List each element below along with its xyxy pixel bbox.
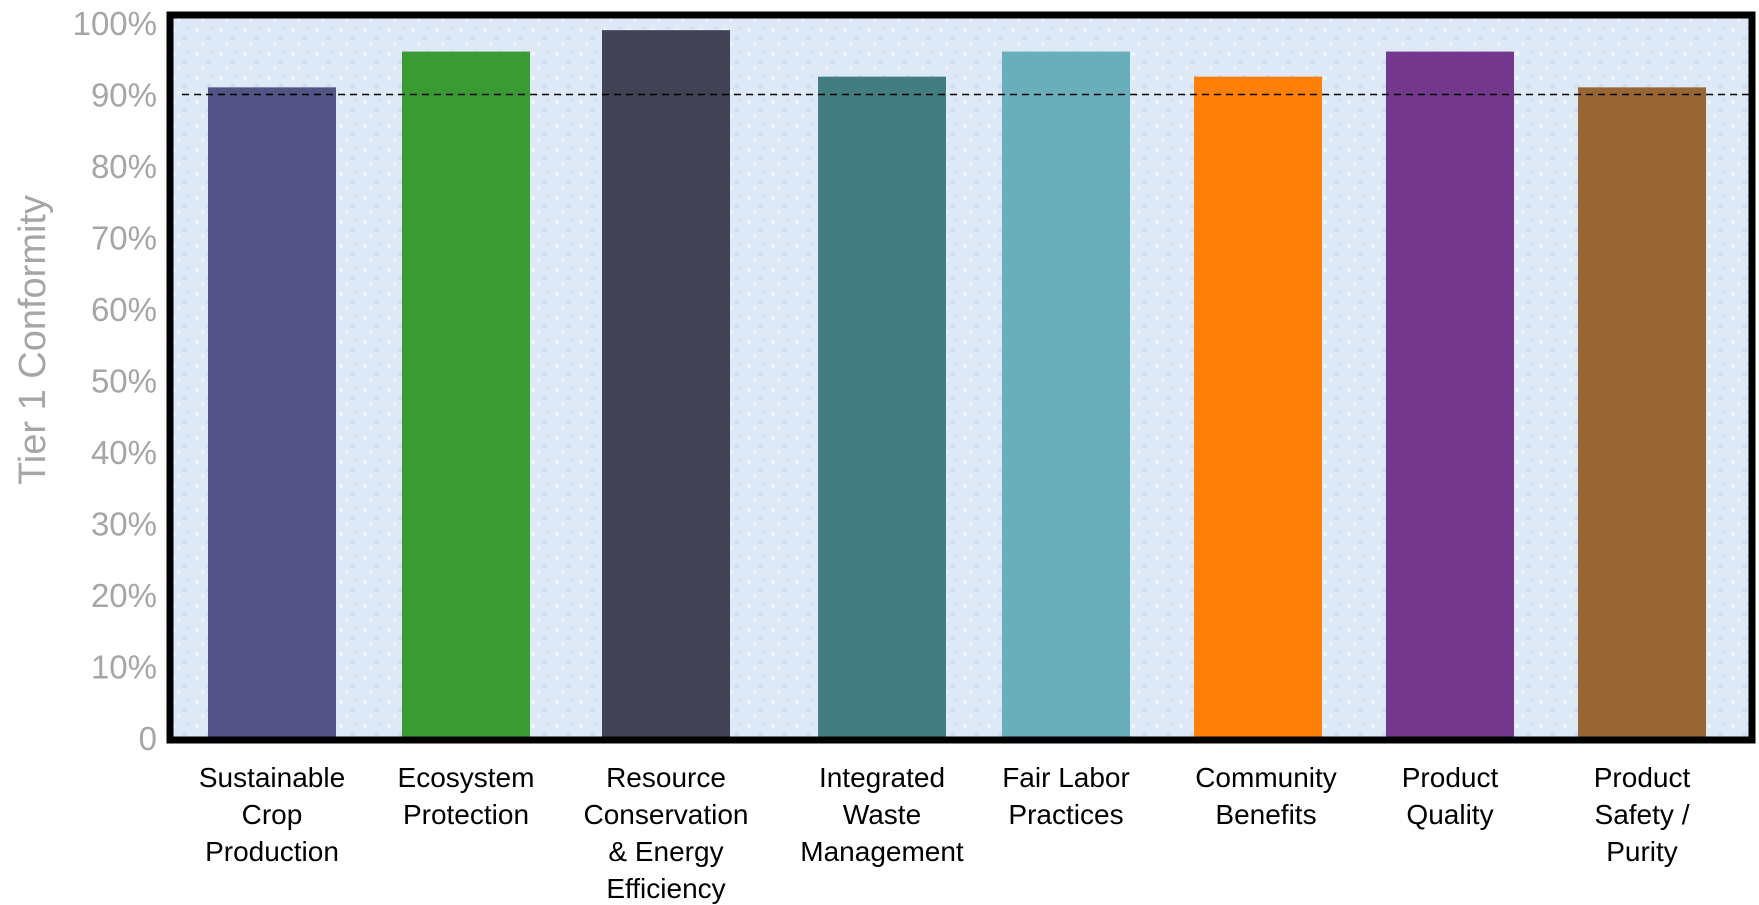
y-tick-label: 40% <box>91 434 157 471</box>
bar-3 <box>602 30 730 738</box>
y-tick-label: 30% <box>91 506 157 543</box>
category-label: Integrated Waste Management <box>800 762 964 867</box>
y-tick-label: 60% <box>91 291 157 328</box>
bar-1 <box>208 87 336 739</box>
category-label: Product Quality <box>1402 762 1499 830</box>
bar-8 <box>1578 87 1706 739</box>
category-label: Product Safety / Purity <box>1594 762 1691 867</box>
y-tick-label: 10% <box>91 649 157 686</box>
y-tick-label: 100% <box>73 5 157 42</box>
category-label: Resource Conservation & Energy Efficiency <box>584 762 749 904</box>
plot-frame <box>166 11 1756 744</box>
bar-7 <box>1386 51 1514 739</box>
y-tick-label: 20% <box>91 577 157 614</box>
category-label: Community Benefits <box>1195 762 1337 830</box>
y-axis-title: Tier 1 Conformity <box>12 195 54 485</box>
y-tick-label: 80% <box>91 148 157 185</box>
bar-5 <box>1002 51 1130 739</box>
category-label: Fair Labor Practices <box>1002 762 1130 830</box>
y-tick-label: 90% <box>91 77 157 114</box>
bar-6 <box>1194 76 1322 738</box>
y-tick-label: 70% <box>91 220 157 257</box>
bar-2 <box>402 51 530 739</box>
category-label: Sustainable Crop Production <box>199 762 345 867</box>
y-tick-label: 50% <box>91 363 157 400</box>
category-label: Ecosystem Protection <box>398 762 535 830</box>
y-tick-label: 0 <box>139 720 157 757</box>
bar-4 <box>818 76 946 738</box>
